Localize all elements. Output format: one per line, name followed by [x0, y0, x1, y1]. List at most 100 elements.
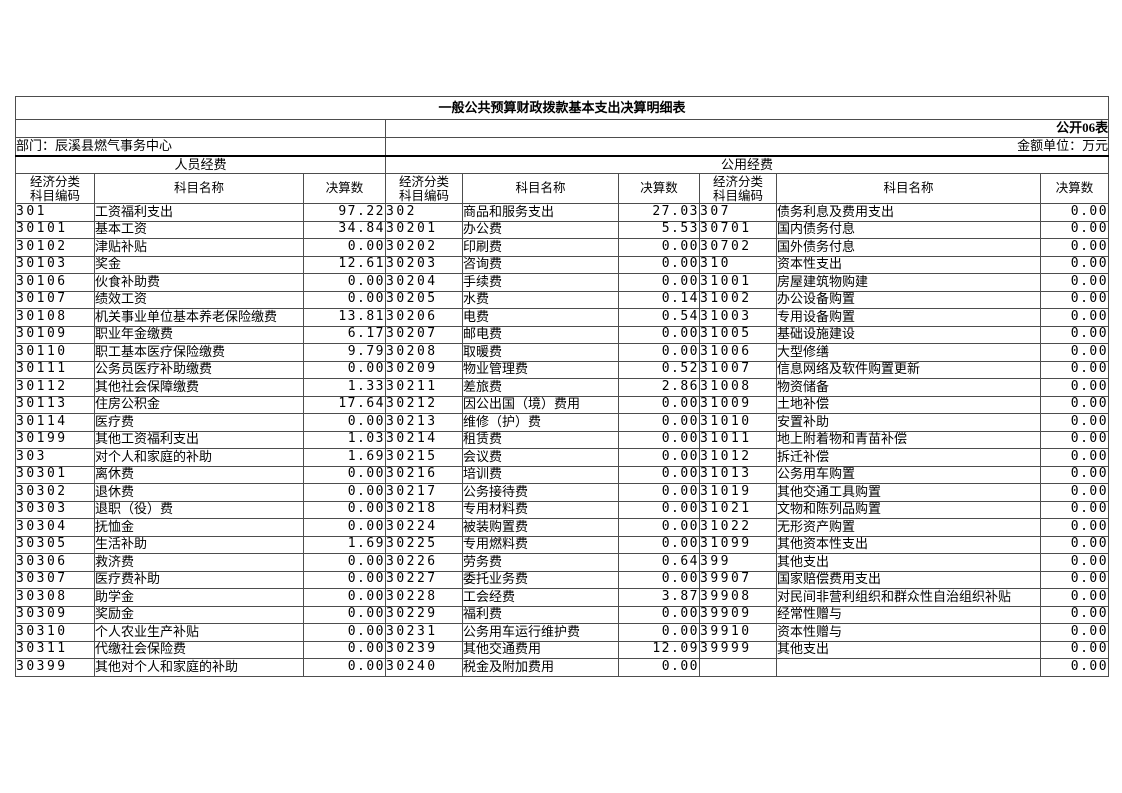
amount-cell: 0.00 [618, 605, 700, 624]
subject-name-cell: 生活补助 [94, 535, 304, 554]
amount-cell: 34.84 [303, 220, 386, 239]
amount-cell: 1.03 [303, 430, 386, 449]
title-row: 一般公共预算财政拨款基本支出决算明细表 [14, 96, 1110, 120]
subject-name-cell: 职工基本医疗保险缴费 [94, 343, 304, 362]
subject-name-cell: 国外债务付息 [776, 238, 1041, 257]
page-title: 一般公共预算财政拨款基本支出决算明细表 [14, 96, 1110, 120]
amount-cell: 13.81 [303, 308, 386, 327]
subject-name-cell: 工资福利支出 [94, 203, 304, 222]
amount-cell: 0.00 [618, 465, 700, 484]
table-row: 30309 奖励金 0.00 30229 福利费 0.00 39909 经常性赠与 0.00 [15, 605, 1110, 624]
subject-code-cell: 31007 [699, 360, 777, 379]
subject-code-cell: 30307 [15, 570, 95, 589]
table-row: 30102 津贴补贴 0.00 30202 印刷费 0.00 30702 国外债务付息 0.00 [15, 238, 1110, 257]
amount-cell: 0.00 [1039, 238, 1110, 257]
amount-cell: 0.00 [1039, 255, 1110, 274]
amount-cell: 5.53 [618, 220, 700, 239]
amount-cell: 0.00 [618, 395, 700, 414]
subject-name-cell: 邮电费 [462, 325, 619, 344]
amount-cell: 0.00 [303, 605, 386, 624]
subject-name-cell: 救济费 [94, 553, 304, 572]
subject-code-cell: 39908 [699, 588, 777, 607]
amount-cell: 0.00 [618, 658, 700, 677]
subject-code-cell: 39909 [699, 605, 777, 624]
amount-cell: 0.00 [618, 255, 700, 274]
subject-name-cell: 其他工资福利支出 [94, 430, 304, 449]
subject-code-cell: 31009 [699, 395, 777, 414]
table-row: 30306 救济费 0.00 30226 劳务费 0.64 399 其他支出 0.00 [15, 553, 1110, 572]
column-header-row: 经济分类 科目编码 科目名称 决算数 经济分类 科目编码 科目名称 决算数 经济… [15, 173, 1110, 204]
subject-name-cell: 维修（护）费 [462, 413, 619, 432]
amount-cell: 0.54 [618, 308, 700, 327]
subject-code-cell: 30217 [385, 483, 463, 502]
subject-code-cell: 30114 [15, 413, 95, 432]
amount-cell: 0.14 [618, 290, 700, 309]
amount-cell: 1.69 [303, 448, 386, 467]
subject-name-cell: 离休费 [94, 465, 304, 484]
table-row: 30113 住房公积金 17.64 30212 因公出国（境）费用 0.00 31009 土地… [15, 395, 1110, 414]
col-header-code-line2: 科目编码 [398, 188, 449, 203]
table-body: 301 工资福利支出 97.22 302 商品和服务支出 27.03 307 债务利息及费用支… [15, 203, 1110, 677]
subject-code-cell: 30309 [15, 605, 95, 624]
subject-code-cell: 30106 [15, 273, 95, 292]
subject-code-cell: 30102 [15, 238, 95, 257]
table-row: 30311 代缴社会保险费 0.00 30239 其他交通费用 12.09 39999 其他支… [15, 640, 1110, 659]
subject-name-cell: 医疗费补助 [94, 570, 304, 589]
amount-cell: 0.52 [618, 360, 700, 379]
amount-cell: 0.00 [1039, 290, 1110, 309]
subject-code-cell: 31099 [699, 535, 777, 554]
subject-name-cell: 劳务费 [462, 553, 619, 572]
subject-code-cell: 30227 [385, 570, 463, 589]
amount-cell: 0.00 [303, 500, 386, 519]
department-label: 部门：辰溪县燃气事务中心 [15, 137, 386, 157]
subject-name-cell: 信息网络及软件购置更新 [776, 360, 1041, 379]
subject-code-cell: 30311 [15, 640, 95, 659]
subject-code-cell: 30302 [15, 483, 95, 502]
subject-code-cell: 302 [385, 203, 463, 222]
table-row: 30109 职业年金缴费 6.17 30207 邮电费 0.00 31005 基础设施建设 0.… [15, 325, 1110, 344]
amount-cell: 0.00 [618, 413, 700, 432]
subject-name-cell [776, 658, 1041, 677]
subject-code-cell: 30305 [15, 535, 95, 554]
subject-code-cell: 31010 [699, 413, 777, 432]
col-header-amount-g3: 决算数 [1039, 173, 1110, 204]
subject-code-cell: 30702 [699, 238, 777, 257]
table-row: 30101 基本工资 34.84 30201 办公费 5.53 30701 国内债务付息 0.0… [15, 220, 1110, 239]
col-header-name-g2: 科目名称 [462, 173, 619, 204]
amount-cell: 12.09 [618, 640, 700, 659]
amount-cell: 9.79 [303, 343, 386, 362]
subject-name-cell: 抚恤金 [94, 518, 304, 537]
table-row: 30199 其他工资福利支出 1.03 30214 租赁费 0.00 31011 地上附着物和… [15, 430, 1110, 449]
subject-code-cell: 30202 [385, 238, 463, 257]
subject-code-cell: 30203 [385, 255, 463, 274]
table-row: 30305 生活补助 1.69 30225 专用燃料费 0.00 31099 其他资本性支出 0… [15, 535, 1110, 554]
subject-name-cell: 经常性赠与 [776, 605, 1041, 624]
subject-name-cell: 无形资产购置 [776, 518, 1041, 537]
col-header-name-g1: 科目名称 [94, 173, 304, 204]
subject-name-cell: 土地补偿 [776, 395, 1041, 414]
amount-cell: 3.87 [618, 588, 700, 607]
subject-name-cell: 对个人和家庭的补助 [94, 448, 304, 467]
subject-name-cell: 医疗费 [94, 413, 304, 432]
subject-name-cell: 安置补助 [776, 413, 1041, 432]
col-header-code-g2: 经济分类 科目编码 [385, 173, 463, 204]
subject-code-cell: 301 [15, 203, 95, 222]
subject-code-cell: 399 [699, 553, 777, 572]
subject-code-cell: 30239 [385, 640, 463, 659]
subject-code-cell: 30205 [385, 290, 463, 309]
unit-label: 金额单位：万元 [384, 137, 1110, 157]
subject-code-cell: 31011 [699, 430, 777, 449]
subject-code-cell: 31006 [699, 343, 777, 362]
table-row: 30106 伙食补助费 0.00 30204 手续费 0.00 31001 房屋建筑物购建 0.… [15, 273, 1110, 292]
subject-name-cell: 水费 [462, 290, 619, 309]
table-row: 30103 奖金 12.61 30203 咨询费 0.00 310 资本性支出 0.00 [15, 255, 1110, 274]
group-header-public: 公用经费 [384, 155, 1110, 174]
subject-name-cell: 专用材料费 [462, 500, 619, 519]
subject-name-cell: 退休费 [94, 483, 304, 502]
subject-code-cell: 307 [699, 203, 777, 222]
subject-code-cell: 31003 [699, 308, 777, 327]
group-header-personnel: 人员经费 [15, 155, 386, 174]
subject-name-cell: 咨询费 [462, 255, 619, 274]
amount-cell: 0.00 [303, 483, 386, 502]
